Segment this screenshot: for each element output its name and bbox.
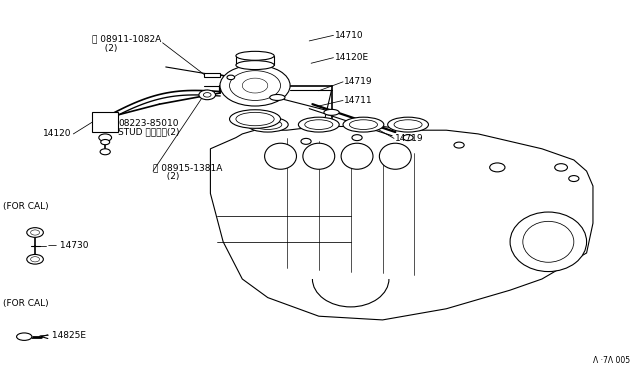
Circle shape bbox=[31, 230, 40, 235]
Ellipse shape bbox=[394, 120, 422, 129]
Ellipse shape bbox=[236, 51, 274, 60]
Text: Λ ·7Λ 005: Λ ·7Λ 005 bbox=[593, 356, 630, 365]
Text: 14120E: 14120E bbox=[335, 53, 369, 62]
Text: — 14825E: — 14825E bbox=[40, 331, 86, 340]
Ellipse shape bbox=[17, 333, 32, 340]
Polygon shape bbox=[211, 126, 593, 320]
Text: Ⓜ 08915-1381A: Ⓜ 08915-1381A bbox=[153, 164, 222, 173]
Ellipse shape bbox=[17, 333, 32, 340]
Ellipse shape bbox=[254, 120, 282, 129]
Ellipse shape bbox=[523, 221, 574, 262]
Text: (2): (2) bbox=[161, 172, 179, 181]
Circle shape bbox=[31, 257, 40, 262]
Ellipse shape bbox=[248, 117, 288, 132]
Circle shape bbox=[454, 142, 464, 148]
Text: (FOR CAL): (FOR CAL) bbox=[3, 299, 49, 308]
Circle shape bbox=[27, 228, 44, 237]
Ellipse shape bbox=[341, 143, 373, 169]
Ellipse shape bbox=[230, 110, 280, 128]
Text: 14719: 14719 bbox=[396, 134, 424, 143]
Ellipse shape bbox=[269, 94, 285, 100]
Circle shape bbox=[227, 75, 235, 80]
Circle shape bbox=[243, 78, 268, 93]
Ellipse shape bbox=[236, 61, 274, 70]
Ellipse shape bbox=[298, 117, 339, 132]
Ellipse shape bbox=[510, 212, 587, 272]
Text: 14710: 14710 bbox=[335, 31, 364, 40]
Bar bbox=[92, 112, 118, 132]
Text: — 14730: — 14730 bbox=[48, 241, 88, 250]
Circle shape bbox=[199, 90, 216, 100]
Circle shape bbox=[204, 93, 211, 97]
Ellipse shape bbox=[380, 143, 412, 169]
Ellipse shape bbox=[349, 120, 378, 129]
Text: ⓝ 08911-1082A: ⓝ 08911-1082A bbox=[92, 35, 162, 44]
Circle shape bbox=[555, 164, 568, 171]
Text: (2): (2) bbox=[99, 44, 117, 53]
Ellipse shape bbox=[236, 112, 274, 126]
Circle shape bbox=[100, 149, 110, 155]
Circle shape bbox=[99, 134, 111, 141]
Ellipse shape bbox=[324, 109, 339, 115]
Circle shape bbox=[220, 65, 290, 106]
Circle shape bbox=[100, 140, 109, 145]
Ellipse shape bbox=[343, 117, 384, 132]
Circle shape bbox=[301, 138, 311, 144]
Circle shape bbox=[403, 135, 413, 141]
Circle shape bbox=[569, 176, 579, 182]
Text: (FOR CAL): (FOR CAL) bbox=[3, 202, 49, 211]
Text: 14120: 14120 bbox=[44, 129, 72, 138]
Ellipse shape bbox=[388, 117, 428, 132]
Text: 14719: 14719 bbox=[344, 77, 373, 86]
Circle shape bbox=[352, 135, 362, 141]
Circle shape bbox=[27, 254, 44, 264]
Text: 08223-85010: 08223-85010 bbox=[118, 119, 179, 128]
Circle shape bbox=[230, 71, 280, 100]
Ellipse shape bbox=[305, 120, 333, 129]
Ellipse shape bbox=[303, 143, 335, 169]
Circle shape bbox=[490, 163, 505, 172]
Ellipse shape bbox=[264, 143, 296, 169]
Text: STUD スタッド(2): STUD スタッド(2) bbox=[118, 128, 179, 137]
Bar bbox=[204, 73, 220, 77]
Text: 14711: 14711 bbox=[344, 96, 373, 105]
